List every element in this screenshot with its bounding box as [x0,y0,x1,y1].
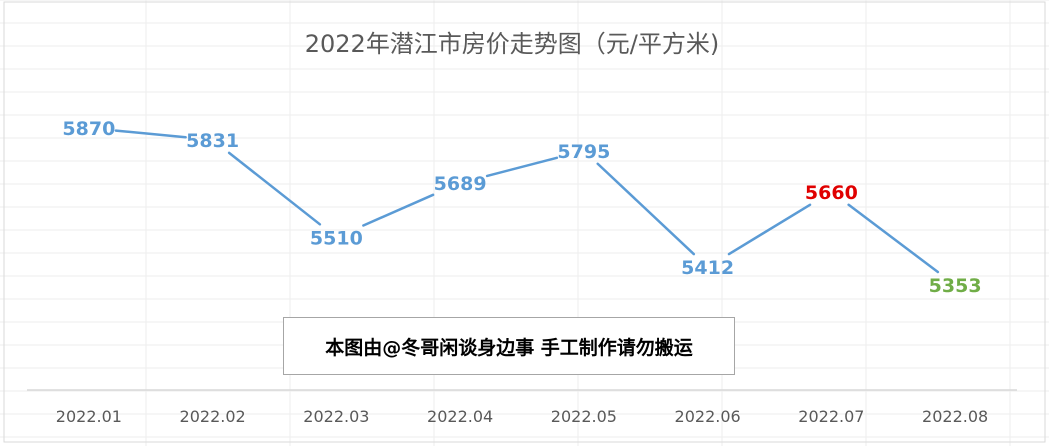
data-label: 5689 [434,173,487,195]
x-tick-label: 2022.08 [922,407,988,426]
x-tick-label: 2022.03 [303,407,369,426]
data-label: 5831 [186,130,239,152]
series-line-segment [847,203,940,274]
series-line-segment [114,129,187,139]
x-tick-label: 2022.06 [675,407,741,426]
watermark-box: 本图由@冬哥闲谈身边事 手工制作请勿搬运 [283,317,735,375]
data-label: 5510 [310,227,363,249]
series-line-segment [362,193,435,227]
data-label: 5353 [929,275,982,297]
x-tick-label: 2022.07 [798,407,864,426]
x-tick-labels: 2022.01 2022.02 2022.03 2022.04 2022.05 2022.… [56,407,988,426]
x-tick-label: 2022.01 [56,407,122,426]
x-tick-label: 2022.04 [427,407,493,426]
data-label: 5795 [557,141,610,163]
x-tick-label: 2022.05 [551,407,617,426]
series-line-segment [485,156,559,178]
data-labels: 5870 5831 5510 5689 5795 5412 5660 5353 [62,118,981,297]
data-label: 5660 [805,182,858,204]
data-label: 5870 [62,118,115,140]
chart-title: 2022年潜江市房价走势图（元/平方米) [305,30,720,58]
series-line-segment [727,203,812,256]
series-layer [114,129,940,274]
chart-area-border [3,1,1046,443]
x-tick-label: 2022.02 [180,407,246,426]
series-line-segment [227,151,322,226]
data-label: 5412 [681,257,734,279]
series-line-segment [596,162,696,256]
